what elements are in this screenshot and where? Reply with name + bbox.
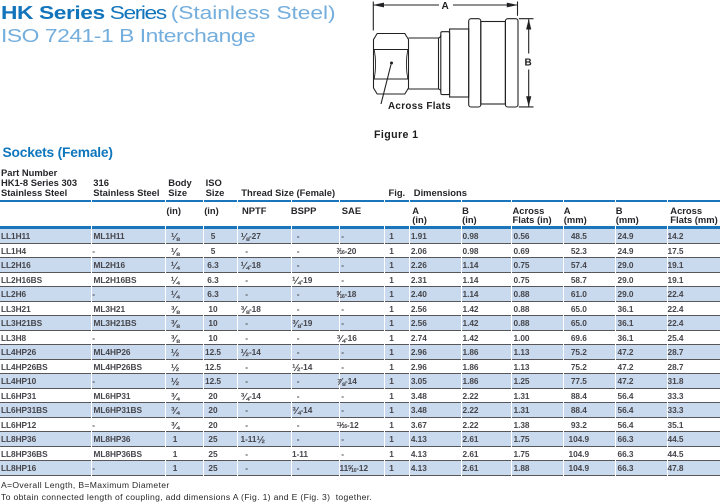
svg-text:Across Flats: Across Flats: [388, 101, 451, 112]
svg-text:B: B: [525, 58, 532, 69]
svg-text:A: A: [442, 1, 449, 12]
